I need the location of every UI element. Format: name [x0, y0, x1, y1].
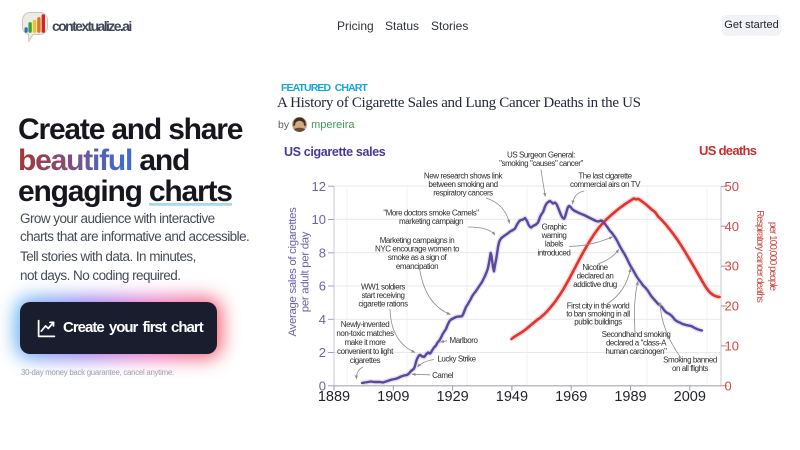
svg-text:30: 30 — [725, 259, 739, 274]
svg-text:0: 0 — [725, 378, 732, 393]
svg-text:Respiratory cancer deaths: Respiratory cancer deaths — [754, 210, 765, 303]
svg-text:per 100,000 people: per 100,000 people — [767, 222, 778, 292]
svg-text:1989: 1989 — [614, 389, 646, 405]
svg-text:12: 12 — [312, 179, 326, 194]
svg-text:"More doctors smoke Camels"mar: "More doctors smoke Camels" marketing cam… — [383, 209, 479, 227]
svg-text:1969: 1969 — [555, 389, 587, 405]
svg-text:6: 6 — [319, 279, 326, 294]
svg-text:Average sales of cigarettes: Average sales of cigarettes — [287, 207, 299, 337]
svg-text:0: 0 — [319, 378, 326, 393]
svg-text:2: 2 — [319, 345, 326, 360]
svg-text:Marlboro: Marlboro — [450, 336, 479, 345]
svg-text:1929: 1929 — [436, 389, 468, 405]
svg-text:40: 40 — [725, 219, 739, 234]
svg-text:Lucky Strike: Lucky Strike — [437, 355, 476, 364]
svg-text:10: 10 — [725, 339, 739, 354]
svg-text:US deaths: US deaths — [699, 143, 757, 158]
svg-text:1909: 1909 — [377, 389, 409, 405]
svg-text:2009: 2009 — [674, 389, 706, 405]
svg-text:10: 10 — [312, 212, 326, 227]
svg-text:1949: 1949 — [496, 389, 528, 405]
svg-text:20: 20 — [725, 299, 739, 314]
svg-text:1889: 1889 — [318, 389, 350, 405]
svg-text:US cigarette sales: US cigarette sales — [284, 145, 386, 159]
svg-text:8: 8 — [319, 245, 326, 260]
svg-text:50: 50 — [725, 179, 739, 194]
svg-text:per adult per day: per adult per day — [300, 231, 312, 312]
svg-text:Camel: Camel — [432, 371, 454, 380]
svg-text:4: 4 — [319, 312, 326, 327]
svg-text:US Surgeon General:"smoking "c: US Surgeon General: "smoking "causes" can… — [499, 151, 583, 169]
